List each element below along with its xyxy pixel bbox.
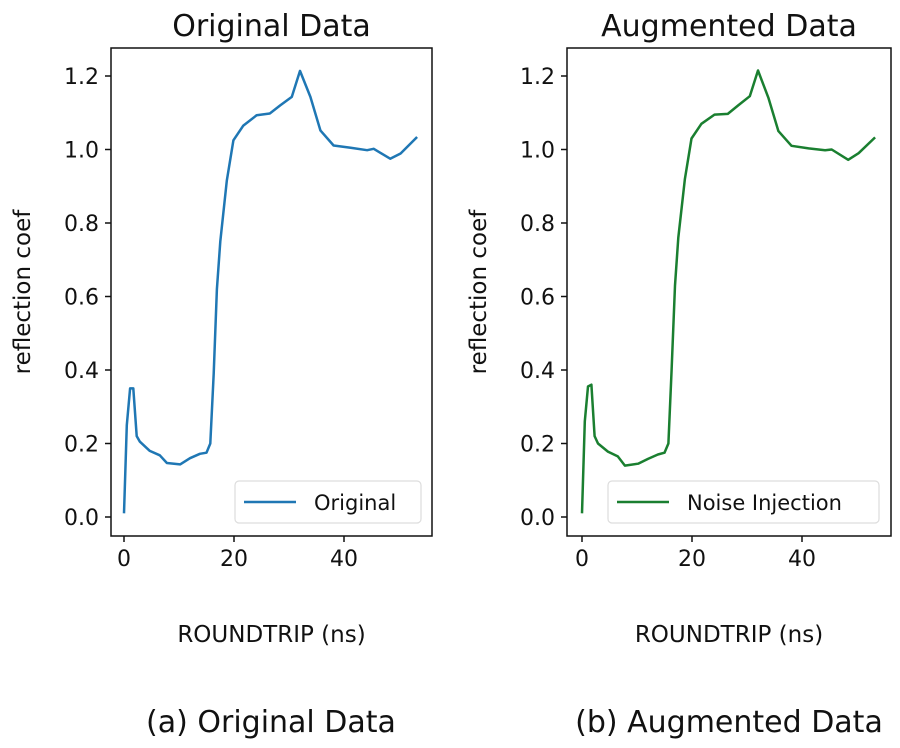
y-tick-label: 1.2 — [64, 65, 99, 90]
legend-box — [607, 480, 880, 524]
x-tick-label: 40 — [330, 547, 358, 572]
y-tick-label: 0.8 — [64, 212, 99, 237]
y-tick-label: 1.2 — [520, 65, 555, 90]
subfigure-caption: (b) Augmented Data — [575, 705, 883, 740]
x-tick-label: 40 — [788, 547, 816, 572]
y-tick-label: 0.4 — [520, 359, 555, 384]
x-axis-label: ROUNDTRIP (ns) — [635, 622, 823, 648]
subfigure-caption: (a) Original Data — [146, 705, 396, 740]
y-tick-label: 0.4 — [64, 359, 99, 384]
legend-label: Noise Injection — [687, 491, 842, 515]
y-tick-label: 1.0 — [64, 139, 99, 164]
y-tick-label: 0.0 — [64, 506, 99, 531]
chart-title: Augmented Data — [601, 9, 857, 44]
subplot-1: Original Data 0.0 0.2 0.4 0.6 0.8 1.0 1.2 0 20 40 R… — [10, 9, 433, 740]
y-tick-label: 0.2 — [520, 433, 555, 458]
y-tick-label: 0.2 — [64, 433, 99, 458]
y-tick-label: 0.8 — [520, 212, 555, 237]
y-axis-label: reflection coef — [466, 209, 492, 375]
legend: Original — [234, 480, 422, 524]
series-line — [122, 69, 418, 514]
x-tick-label: 20 — [678, 547, 706, 572]
plot-frame — [566, 47, 892, 537]
y-tick-label: 0.0 — [520, 506, 555, 531]
y-tick-label: 0.6 — [64, 286, 99, 311]
plot-frame — [110, 47, 433, 537]
x-tick-label: 0 — [575, 547, 589, 572]
y-tick-label: 0.6 — [520, 286, 555, 311]
legend-box — [234, 480, 422, 524]
x-tick-label: 20 — [220, 547, 248, 572]
subplot-2: Augmented Data 0.0 0.2 0.4 0.6 0.8 1.0 1.2 0 20 40… — [466, 9, 892, 740]
y-axis-label: reflection coef — [10, 209, 36, 375]
chart-title: Original Data — [172, 9, 371, 44]
x-axis-label: ROUNDTRIP (ns) — [177, 622, 365, 648]
legend: Noise Injection — [607, 480, 880, 524]
y-tick-label: 1.0 — [520, 139, 555, 164]
legend-label: Original — [314, 491, 396, 515]
series-line — [580, 69, 876, 514]
x-tick-label: 0 — [117, 547, 131, 572]
